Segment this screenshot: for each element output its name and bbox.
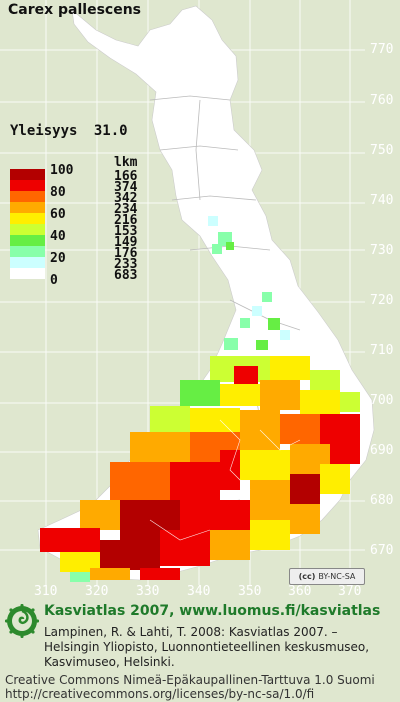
legend-count: 176 [114, 246, 138, 261]
legend-swatch [10, 246, 45, 257]
citation-line: Lampinen, R. & Lahti, T. 2008: Kasviatla… [44, 625, 338, 639]
legend-swatch [10, 213, 45, 224]
legend-swatch [10, 202, 45, 213]
finland-map-canvas [0, 0, 375, 585]
legend-swatch [10, 235, 45, 246]
citation-line: Kasvimuseo, Helsinki. [44, 655, 175, 669]
legend-swatch [10, 257, 45, 268]
x-axis-label: 360 [288, 584, 312, 599]
cc-license-badge[interactable]: (cc) BY-NC-SA [289, 568, 365, 585]
frequency-label: Yleisyys [10, 123, 78, 139]
frequency-readout: Yleisyys 31.0 [10, 123, 128, 139]
legend: 100 80 60 40 20 0 lkm 166 374 342 234 21… [10, 155, 180, 295]
legend-count: 342 [114, 191, 138, 206]
cc-icon: (cc) [298, 572, 316, 581]
y-axis-label: 680 [370, 493, 394, 508]
legend-swatch [10, 191, 45, 202]
frequency-value: 31.0 [93, 123, 128, 139]
y-axis-label: 750 [370, 143, 394, 158]
y-axis-label: 710 [370, 343, 394, 358]
y-axis-label: 740 [370, 193, 394, 208]
legend-swatch [10, 180, 45, 191]
license-text: Creative Commons Nimeä-Epäkaupallinen-Ta… [5, 673, 375, 687]
kasviatlas-logo-icon [5, 604, 39, 638]
legend-count: 374 [114, 180, 138, 195]
species-title: Carex pallescens [8, 2, 142, 18]
y-axis-label: 770 [370, 42, 394, 57]
legend-swatch [10, 224, 45, 235]
x-axis-label: 310 [34, 584, 58, 599]
legend-tick: 60 [50, 207, 66, 222]
y-axis-label: 690 [370, 443, 394, 458]
footer-title-link[interactable]: Kasviatlas 2007, www.luomus.fi/kasviatla… [44, 603, 381, 619]
legend-tick: 100 [50, 163, 74, 178]
y-axis-label: 730 [370, 243, 394, 258]
legend-count: 153 [114, 224, 138, 239]
legend-tick: 0 [50, 273, 58, 288]
license-url-link[interactable]: http://creativecommons.org/licenses/by-n… [5, 687, 315, 701]
x-axis-label: 330 [136, 584, 160, 599]
y-axis-label: 760 [370, 93, 394, 108]
legend-swatch [10, 268, 45, 279]
cc-badge-text: BY-NC-SA [318, 572, 356, 581]
legend-swatch [10, 169, 45, 180]
x-axis-label: 340 [187, 584, 211, 599]
legend-count: 149 [114, 235, 138, 250]
legend-count-header: lkm [114, 155, 138, 170]
y-axis-label: 720 [370, 293, 394, 308]
lake-lines [149, 419, 301, 541]
x-axis-label: 350 [238, 584, 262, 599]
legend-swatches [10, 169, 45, 279]
legend-count: 216 [114, 213, 138, 228]
legend-tick: 40 [50, 229, 66, 244]
citation-line: Helsingin Yliopisto, Luonnontieteellinen… [44, 640, 370, 654]
legend-count: 166 [114, 169, 138, 184]
footer [0, 600, 400, 702]
y-axis-label: 670 [370, 543, 394, 558]
x-axis-label: 320 [85, 584, 109, 599]
legend-tick: 20 [50, 251, 66, 266]
legend-count: 683 [114, 268, 138, 283]
distribution-map: Carex pallescens Yleisyys 31.0 100 80 60… [0, 0, 394, 599]
abundance-cells [40, 216, 360, 582]
legend-count: 234 [114, 202, 138, 217]
y-axis-label: 700 [370, 393, 394, 408]
legend-count: 233 [114, 257, 138, 272]
legend-tick: 80 [50, 185, 66, 200]
x-axis-label: 370 [338, 584, 362, 599]
